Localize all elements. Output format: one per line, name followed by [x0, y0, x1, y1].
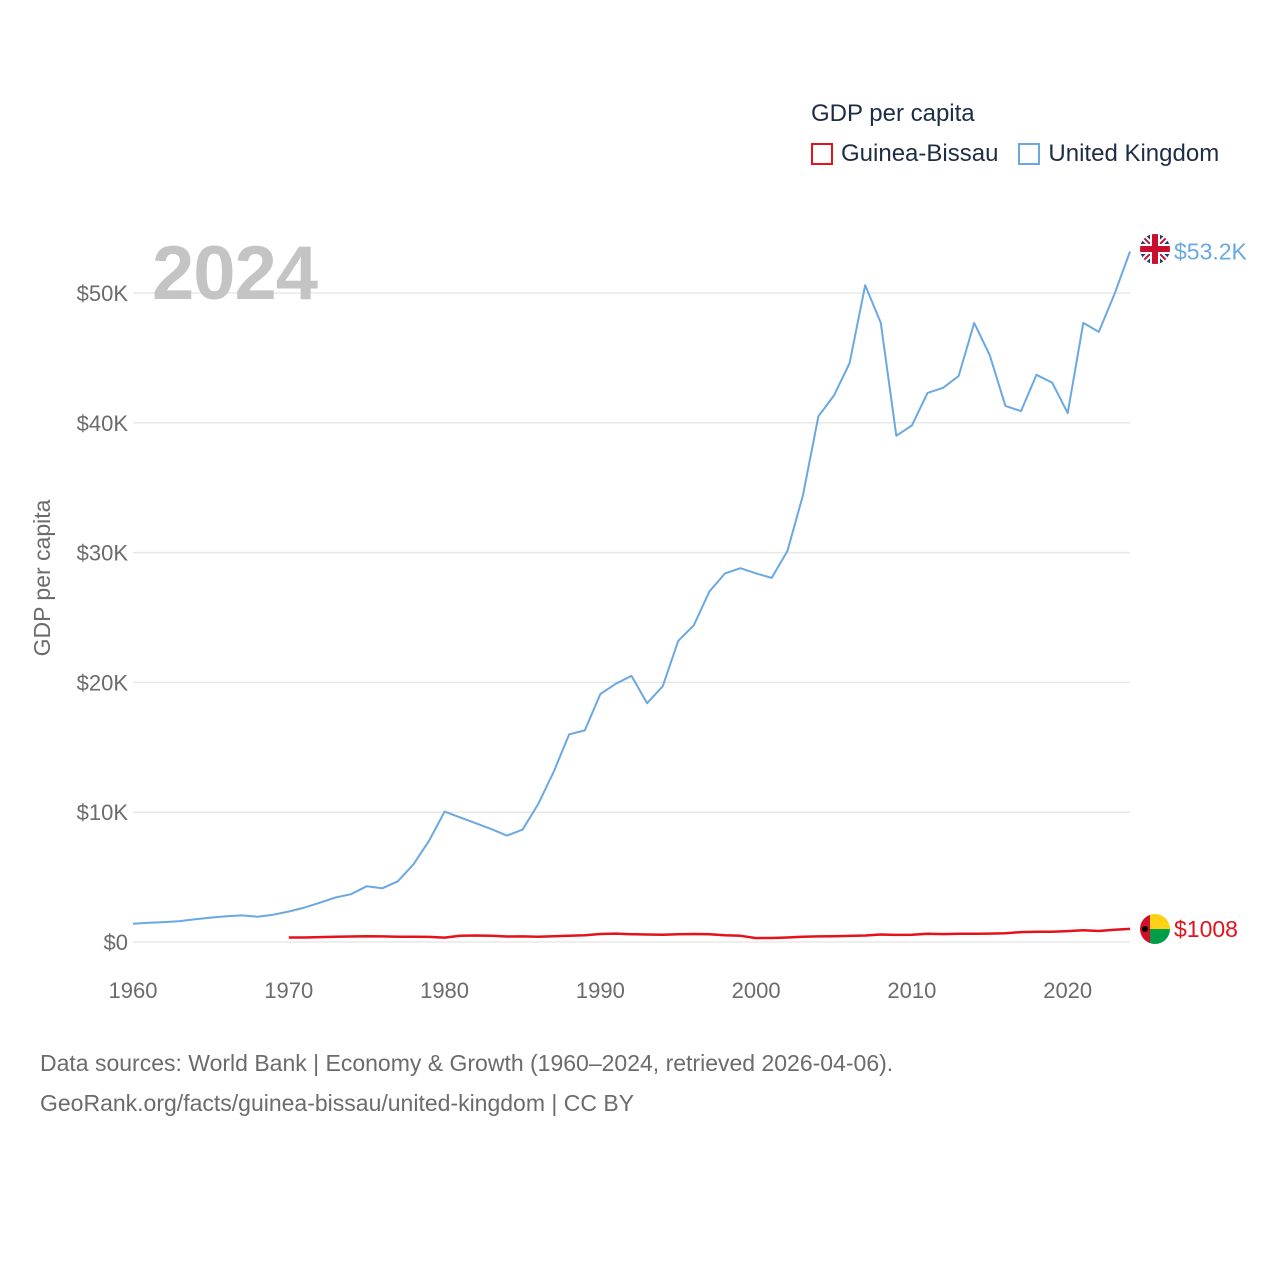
y-tick-label: $40K	[77, 411, 129, 436]
guinea-bissau-flag-icon	[1140, 914, 1170, 944]
legend-item-united-kingdom[interactable]: United Kingdom	[1018, 140, 1219, 168]
legend-swatch-guinea-bissau	[811, 143, 833, 165]
x-tick-label: 1970	[264, 978, 313, 1003]
legend-label-united-kingdom: United Kingdom	[1048, 140, 1220, 167]
united-kingdom-flag-icon	[1140, 234, 1170, 264]
end-label-guinea-bissau: $1008	[1174, 916, 1238, 942]
series-line-united-kingdom[interactable]	[132, 251, 1131, 925]
legend-swatch-united-kingdom	[1018, 143, 1041, 165]
legend-label-guinea-bissau: Guinea-Bissau	[841, 140, 999, 167]
y-tick-label: $20K	[77, 670, 129, 695]
y-tick-label: $10K	[77, 800, 129, 825]
series-line-guinea-bissau[interactable]	[288, 927, 1131, 940]
y-axis-label: GDP per capita	[29, 499, 55, 656]
y-tick-label: $50K	[77, 281, 129, 306]
end-label-united-kingdom: $53.2K	[1174, 238, 1248, 264]
legend-item-guinea-bissau[interactable]: Guinea-Bissau	[811, 140, 998, 168]
x-tick-label: 1990	[576, 978, 625, 1003]
x-tick-label: 2000	[732, 978, 781, 1003]
x-tick-label: 1960	[109, 978, 158, 1003]
y-tick-label: $30K	[77, 541, 129, 566]
source-line-2: GeoRank.org/facts/guinea-bissau/united-k…	[40, 1090, 635, 1116]
source-line-1: Data sources: World Bank | Economy & Gro…	[40, 1050, 894, 1076]
y-tick-label: $0	[104, 930, 128, 955]
year-label: 2024	[152, 231, 318, 316]
x-tick-label: 2020	[1043, 978, 1092, 1003]
data-source: Data sources: World Bank | Economy & Gro…	[40, 1043, 893, 1123]
legend: GDP per capita Guinea-Bissau United King…	[811, 100, 1239, 168]
x-tick-label: 2010	[887, 978, 936, 1003]
legend-title: GDP per capita	[811, 100, 975, 127]
x-tick-label: 1980	[420, 978, 469, 1003]
